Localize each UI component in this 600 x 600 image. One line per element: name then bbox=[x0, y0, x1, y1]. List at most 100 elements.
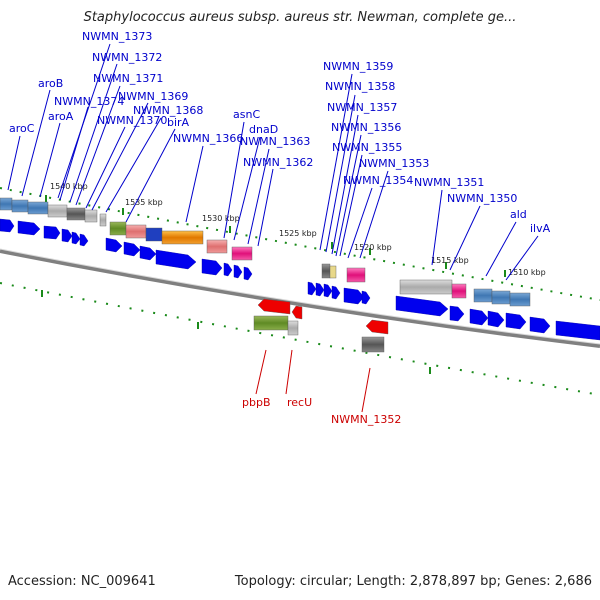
gene-arrow bbox=[17, 220, 41, 236]
gene-label: ilvA bbox=[530, 222, 551, 235]
gene-arrow bbox=[323, 283, 333, 298]
gene-label: birA bbox=[167, 116, 190, 129]
gene-arrow bbox=[155, 249, 197, 270]
gene-feature bbox=[231, 246, 253, 261]
gene-feature bbox=[491, 290, 511, 305]
gene-label: NWMN_1372 bbox=[92, 51, 162, 64]
gene-label: NWMN_1371 bbox=[93, 72, 163, 85]
gene-feature bbox=[399, 279, 453, 295]
genome-backbone bbox=[0, 249, 600, 348]
gene-feature bbox=[109, 221, 127, 236]
reverse-labels: pbpB recU NWMN_1352 bbox=[242, 396, 401, 426]
gene-feature bbox=[329, 265, 337, 279]
tick-label: 1520 kbp bbox=[354, 243, 392, 252]
gene-arrow bbox=[0, 218, 15, 233]
gene-label: NWMN_1354 bbox=[343, 174, 413, 187]
gene-feature bbox=[361, 336, 385, 353]
gene-label: NWMN_1356 bbox=[331, 121, 401, 134]
gene-label: NWMN_1355 bbox=[332, 141, 402, 154]
gene-label: NWMN_1351 bbox=[414, 176, 484, 189]
map-title: Staphylococcus aureus subsp. aureus str.… bbox=[83, 10, 517, 25]
gene-label: NWMN_1353 bbox=[359, 157, 429, 170]
gene-arrow bbox=[361, 290, 371, 305]
gene-arrow bbox=[79, 233, 89, 247]
gene-arrow bbox=[395, 295, 449, 317]
topology-summary: Topology: circular; Length: 2,878,897 bp… bbox=[234, 574, 592, 589]
gene-feature bbox=[145, 227, 163, 242]
gene-arrow bbox=[343, 287, 365, 305]
gene-label: aroC bbox=[9, 122, 35, 135]
genome-backbone-highlight bbox=[0, 248, 600, 345]
inner-tick-row bbox=[0, 282, 600, 396]
gene-arrow bbox=[233, 264, 243, 279]
gene-arrow bbox=[469, 308, 489, 326]
gene-arrow bbox=[555, 320, 600, 341]
gene-feature bbox=[66, 207, 86, 221]
gene-arrow bbox=[505, 312, 527, 330]
accession-text: Accession: NC_009641 bbox=[8, 574, 156, 589]
gene-label: NWMN_1370 bbox=[97, 114, 167, 127]
gene-feature bbox=[125, 224, 147, 239]
tick-label: 1535 kbp bbox=[125, 198, 163, 207]
gene-feature bbox=[206, 239, 228, 254]
gene-arrow bbox=[201, 258, 223, 276]
gene-label: NWMN_1369 bbox=[118, 90, 188, 103]
gene-label: asnC bbox=[233, 108, 260, 121]
gene-feature bbox=[27, 201, 49, 215]
tick-label: 1530 kbp bbox=[202, 214, 240, 223]
gene-feature bbox=[11, 199, 29, 213]
gene-label: NWMN_1368 bbox=[133, 104, 203, 117]
gene-arrow bbox=[315, 282, 325, 297]
gene-label: aroA bbox=[48, 110, 74, 123]
gene-label: pbpB bbox=[242, 396, 271, 409]
gene-label: dnaD bbox=[249, 123, 278, 136]
gene-feature bbox=[84, 209, 98, 223]
reverse-leader-lines bbox=[255, 349, 371, 413]
gene-arrow bbox=[487, 310, 505, 328]
gene-arrow bbox=[123, 241, 141, 257]
gene-arrow bbox=[307, 281, 317, 296]
reverse-feature-band bbox=[253, 298, 389, 353]
forward-arrow-band bbox=[0, 218, 600, 341]
gene-arrow bbox=[139, 245, 157, 261]
gene-label: NWMN_1357 bbox=[327, 101, 397, 114]
gene-feature bbox=[451, 283, 467, 299]
gene-arrow bbox=[331, 285, 341, 300]
gene-label: NWMN_1359 bbox=[323, 60, 393, 73]
gene-label: aroB bbox=[38, 77, 63, 90]
gene-arrow bbox=[449, 305, 465, 322]
gene-label: NWMN_1350 bbox=[447, 192, 517, 205]
gene-arrow bbox=[365, 319, 389, 335]
gene-label: ald bbox=[510, 208, 527, 221]
gene-label: recU bbox=[287, 396, 312, 409]
gene-label: NWMN_1363 bbox=[240, 135, 310, 148]
tick-label: 1510 kbp bbox=[508, 268, 546, 277]
gene-label: NWMN_1373 bbox=[82, 30, 152, 43]
gene-arrow bbox=[257, 298, 291, 315]
tick-label: 1540 kbp bbox=[50, 182, 88, 191]
tick-labels: 1540 kbp 1535 kbp 1530 kbp 1525 kbp 1520… bbox=[50, 182, 546, 277]
tick-label: 1515 kbp bbox=[431, 256, 469, 265]
gene-feature bbox=[473, 288, 493, 303]
gene-feature bbox=[0, 197, 13, 211]
gene-feature bbox=[321, 263, 331, 279]
gene-feature bbox=[99, 213, 107, 227]
gene-arrow bbox=[223, 262, 233, 277]
gene-arrow bbox=[43, 225, 61, 240]
gene-arrow bbox=[105, 237, 123, 253]
gene-arrow bbox=[291, 305, 303, 320]
gene-arrow bbox=[71, 231, 81, 245]
gene-label: NWMN_1358 bbox=[325, 80, 395, 93]
gene-feature bbox=[509, 292, 531, 307]
gene-feature bbox=[287, 320, 299, 336]
gene-label: NWMN_1366 bbox=[173, 132, 243, 145]
gene-label: NWMN_1352 bbox=[331, 413, 401, 426]
gene-feature bbox=[253, 315, 289, 331]
gene-label: NWMN_1374 bbox=[54, 95, 124, 108]
forward-labels: NWMN_1373 NWMN_1372 NWMN_1371 aroB NWMN_… bbox=[9, 30, 551, 235]
gene-feature bbox=[47, 204, 68, 218]
gene-label: NWMN_1362 bbox=[243, 156, 313, 169]
gene-arrow bbox=[529, 316, 551, 334]
